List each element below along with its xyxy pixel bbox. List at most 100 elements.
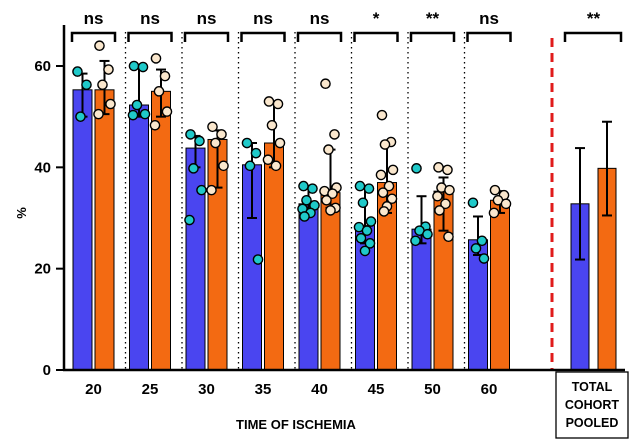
series2-45-point-7 [386,193,398,205]
series2-35-point-0 [263,96,275,107]
series2-50-point-1 [442,164,453,176]
x-tick-label-35: 35 [255,381,272,398]
y-tick-label-60: 60 [34,58,51,75]
series1-45-point-3 [365,216,377,227]
series2-25-point-0 [150,53,162,64]
series2-25-point-1 [159,70,171,82]
bar-series1-40 [298,203,319,371]
sig-bracket-30 [183,31,230,42]
series1-25-point-4 [127,109,139,121]
series2-35-point-4 [262,154,274,166]
series1-60-point-3 [478,253,490,264]
series2-45-point-4 [375,169,387,181]
series2-20-point-2 [97,79,108,91]
series1-35-point-1 [250,147,262,159]
series1-45-point-0 [354,180,366,192]
series2-45-point-9 [378,206,390,217]
series2-40-point-8 [325,205,336,216]
series2-20-point-4 [93,108,104,120]
x-tick-label-50: 50 [424,381,441,398]
series2-25-point-4 [149,119,161,131]
group-separators [124,32,554,370]
sig-label-25: ns [140,9,160,28]
x-tick-label-30: 30 [198,381,215,398]
series2-20-point-1 [103,64,114,75]
series2-50-point-3 [444,184,455,196]
pooled-label-line-1: COHORT [565,398,620,412]
pooled-label-box [555,371,629,439]
series1-50-point-4 [410,235,421,247]
bar-series2-60 [490,199,510,371]
series1-45-point-5 [361,225,373,236]
labels-layer: 0 20 40 60 ns 20 ns 25 ns 30 ns 35 ns 40 * 45 ** 50 ns 60 **… [34,9,629,439]
series2-30-point-0 [207,121,218,133]
series2-50-point-5 [440,198,451,210]
series1-35-point-0 [241,137,253,149]
x-tick-label-45: 45 [368,381,385,398]
series1-45-point-8 [359,245,371,257]
y-axis-title: % [14,207,29,219]
series2-20-point-0 [94,40,105,52]
bar-series1-30 [185,147,206,371]
series1-45-point-6 [355,232,367,244]
y-tick-label-40: 40 [34,159,51,176]
series2-45-point-2 [379,139,391,150]
sig-bracket-60 [466,31,512,42]
series1-50-point-0 [411,163,422,174]
sig-label-40: ns [310,9,330,28]
series2-25-point-2 [153,86,165,97]
series2-45-point-5 [383,180,395,192]
series2-25-point-3 [161,106,173,117]
series1-20-point-2 [75,111,86,122]
series1-25-point-2 [131,99,143,111]
series1-45-point-7 [364,238,376,249]
series2-45-point-3 [387,164,399,176]
series1-25-point-0 [128,60,140,72]
series1-30-point-2 [188,163,199,174]
sig-label-pooled: ** [587,9,601,28]
series1-45-point-2 [357,197,369,209]
series2-35-point-2 [266,119,278,131]
bars-layer [72,89,617,371]
series2-60-point-4 [488,207,500,219]
series2-40-point-0 [320,78,331,90]
sig-bracket-pooled [563,31,623,42]
series2-60-point-0 [489,184,501,196]
series1-25-point-1 [137,61,149,73]
sig-bracket-35 [240,31,286,42]
bar-series1-25 [129,104,149,371]
series2-35-point-5 [270,160,282,172]
bar-series2-35 [264,142,284,371]
series2-50-point-6 [434,205,445,216]
sig-bracket-20 [70,31,117,42]
series2-50-point-0 [433,162,444,173]
series2-50-point-4 [432,190,443,202]
series2-60-point-3 [500,198,512,210]
pooled-label-line-2: POOLED [566,416,619,430]
series1-20-point-1 [81,79,92,91]
series2-45-point-6 [377,187,389,198]
series2-40-point-6 [321,194,332,206]
sig-label-60: ns [479,9,499,28]
series1-40-point-1 [307,183,318,194]
x-axis-title: TIME OF ISCHEMIA [236,417,357,432]
series1-60-point-1 [476,235,488,247]
series1-60-point-0 [467,197,479,209]
series1-30-point-1 [194,135,205,147]
sig-label-30: ns [197,9,217,28]
sig-bracket-40 [296,31,343,42]
series2-30-point-2 [210,137,221,149]
x-tick-label-25: 25 [142,381,159,398]
bar-series1-20 [72,89,93,371]
points-layer [72,40,512,265]
bar-series2-25 [151,90,171,371]
series1-40-point-6 [299,211,310,222]
sig-label-45: * [373,9,380,28]
series1-60-point-2 [470,243,482,254]
bar-series2-20 [94,89,115,371]
sig-bracket-25 [127,31,173,42]
bar-series2-40 [320,192,341,371]
series2-40-point-2 [323,144,334,155]
sig-label-50: ** [426,9,440,28]
